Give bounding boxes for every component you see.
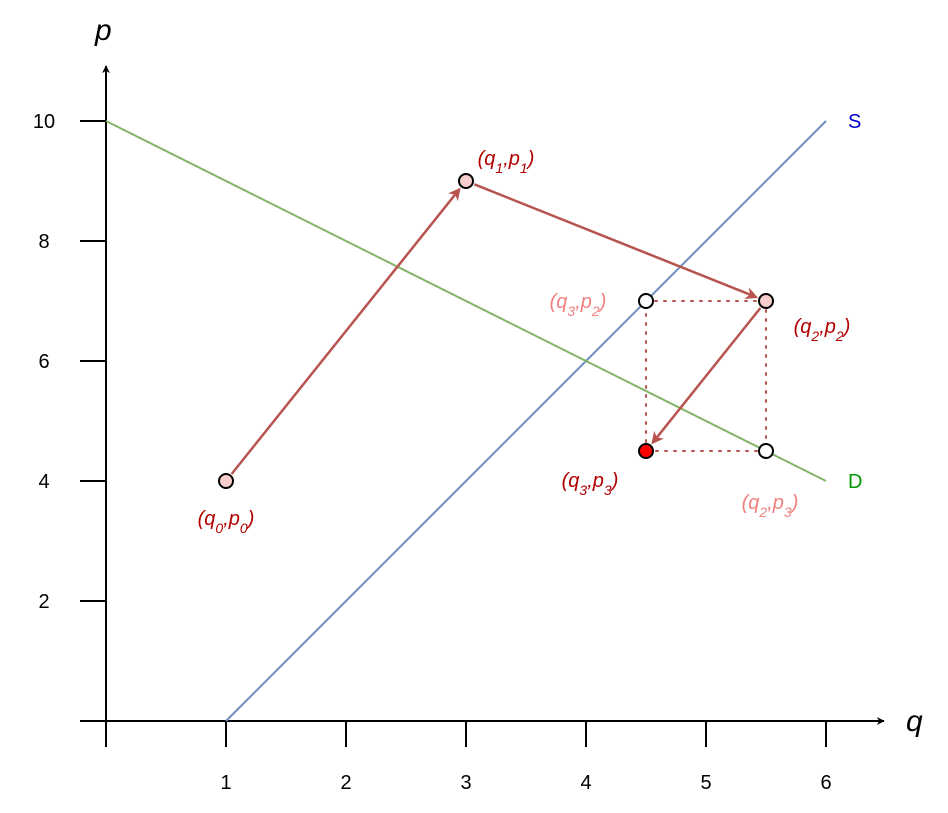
x-tick-label: 1 bbox=[220, 772, 231, 794]
y-tick-label: 2 bbox=[38, 591, 49, 613]
x-tick-label: 2 bbox=[340, 772, 351, 794]
d-curve bbox=[105, 120, 827, 482]
curves: SD bbox=[105, 111, 862, 722]
point-label: (q1,p1) bbox=[478, 148, 535, 176]
point-q0-p0 bbox=[218, 473, 234, 489]
point-q2-p3 bbox=[758, 443, 774, 459]
arrows bbox=[230, 183, 762, 475]
point-q3-p3 bbox=[638, 443, 654, 459]
s-curve-label: S bbox=[848, 111, 861, 133]
point-label: (q2,p2) bbox=[794, 316, 851, 344]
x-tick-label: 6 bbox=[820, 772, 831, 794]
point-label: (q3,p2) bbox=[550, 291, 607, 319]
x-tick-label: 4 bbox=[580, 772, 591, 794]
adjustment-arrow bbox=[230, 187, 461, 475]
point-q3-p2 bbox=[638, 293, 654, 309]
axes: q p bbox=[80, 14, 923, 747]
y-tick-label: 6 bbox=[38, 351, 49, 373]
point-q1-p1 bbox=[458, 173, 474, 189]
point-q2-p2 bbox=[758, 293, 774, 309]
point-label: (q3,p3) bbox=[562, 470, 619, 498]
y-axis-title: p bbox=[94, 14, 112, 47]
guide-lines bbox=[645, 300, 767, 452]
x-axis-title: q bbox=[906, 705, 923, 738]
point-label: (q2,p3) bbox=[742, 492, 799, 520]
y-tick-label: 4 bbox=[38, 471, 49, 493]
point-label: (q0,p0) bbox=[198, 508, 255, 536]
axis-ticks: 1 2 3 4 5 6 2 4 6 8 10 bbox=[33, 111, 832, 794]
y-tick-label: 8 bbox=[38, 231, 49, 253]
adjustment-arrow bbox=[651, 307, 762, 445]
points: (q0,p0) (q1,p1) (q2,p2) (q3,p2) (q2,p3) (q3,p… bbox=[198, 148, 851, 536]
d-curve-label: D bbox=[848, 471, 862, 493]
x-tick-label: 3 bbox=[460, 772, 471, 794]
adjustment-arrow bbox=[473, 183, 759, 300]
s-curve bbox=[225, 120, 827, 722]
y-tick-label: 10 bbox=[33, 111, 55, 133]
x-tick-label: 5 bbox=[700, 772, 711, 794]
